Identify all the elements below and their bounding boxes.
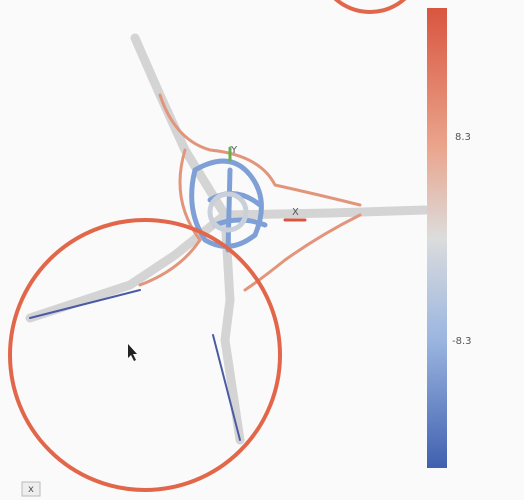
colorbar-tick-label: -8.3: [452, 336, 472, 347]
axis-label: Y: [230, 145, 238, 156]
colorbar-tick-label: 8.3: [455, 132, 471, 143]
axis-label: X: [292, 207, 299, 218]
close-label[interactable]: x: [28, 484, 34, 495]
colorbar: [427, 8, 447, 468]
viewer: Y X 8.3 -8.3 x: [0, 0, 524, 500]
